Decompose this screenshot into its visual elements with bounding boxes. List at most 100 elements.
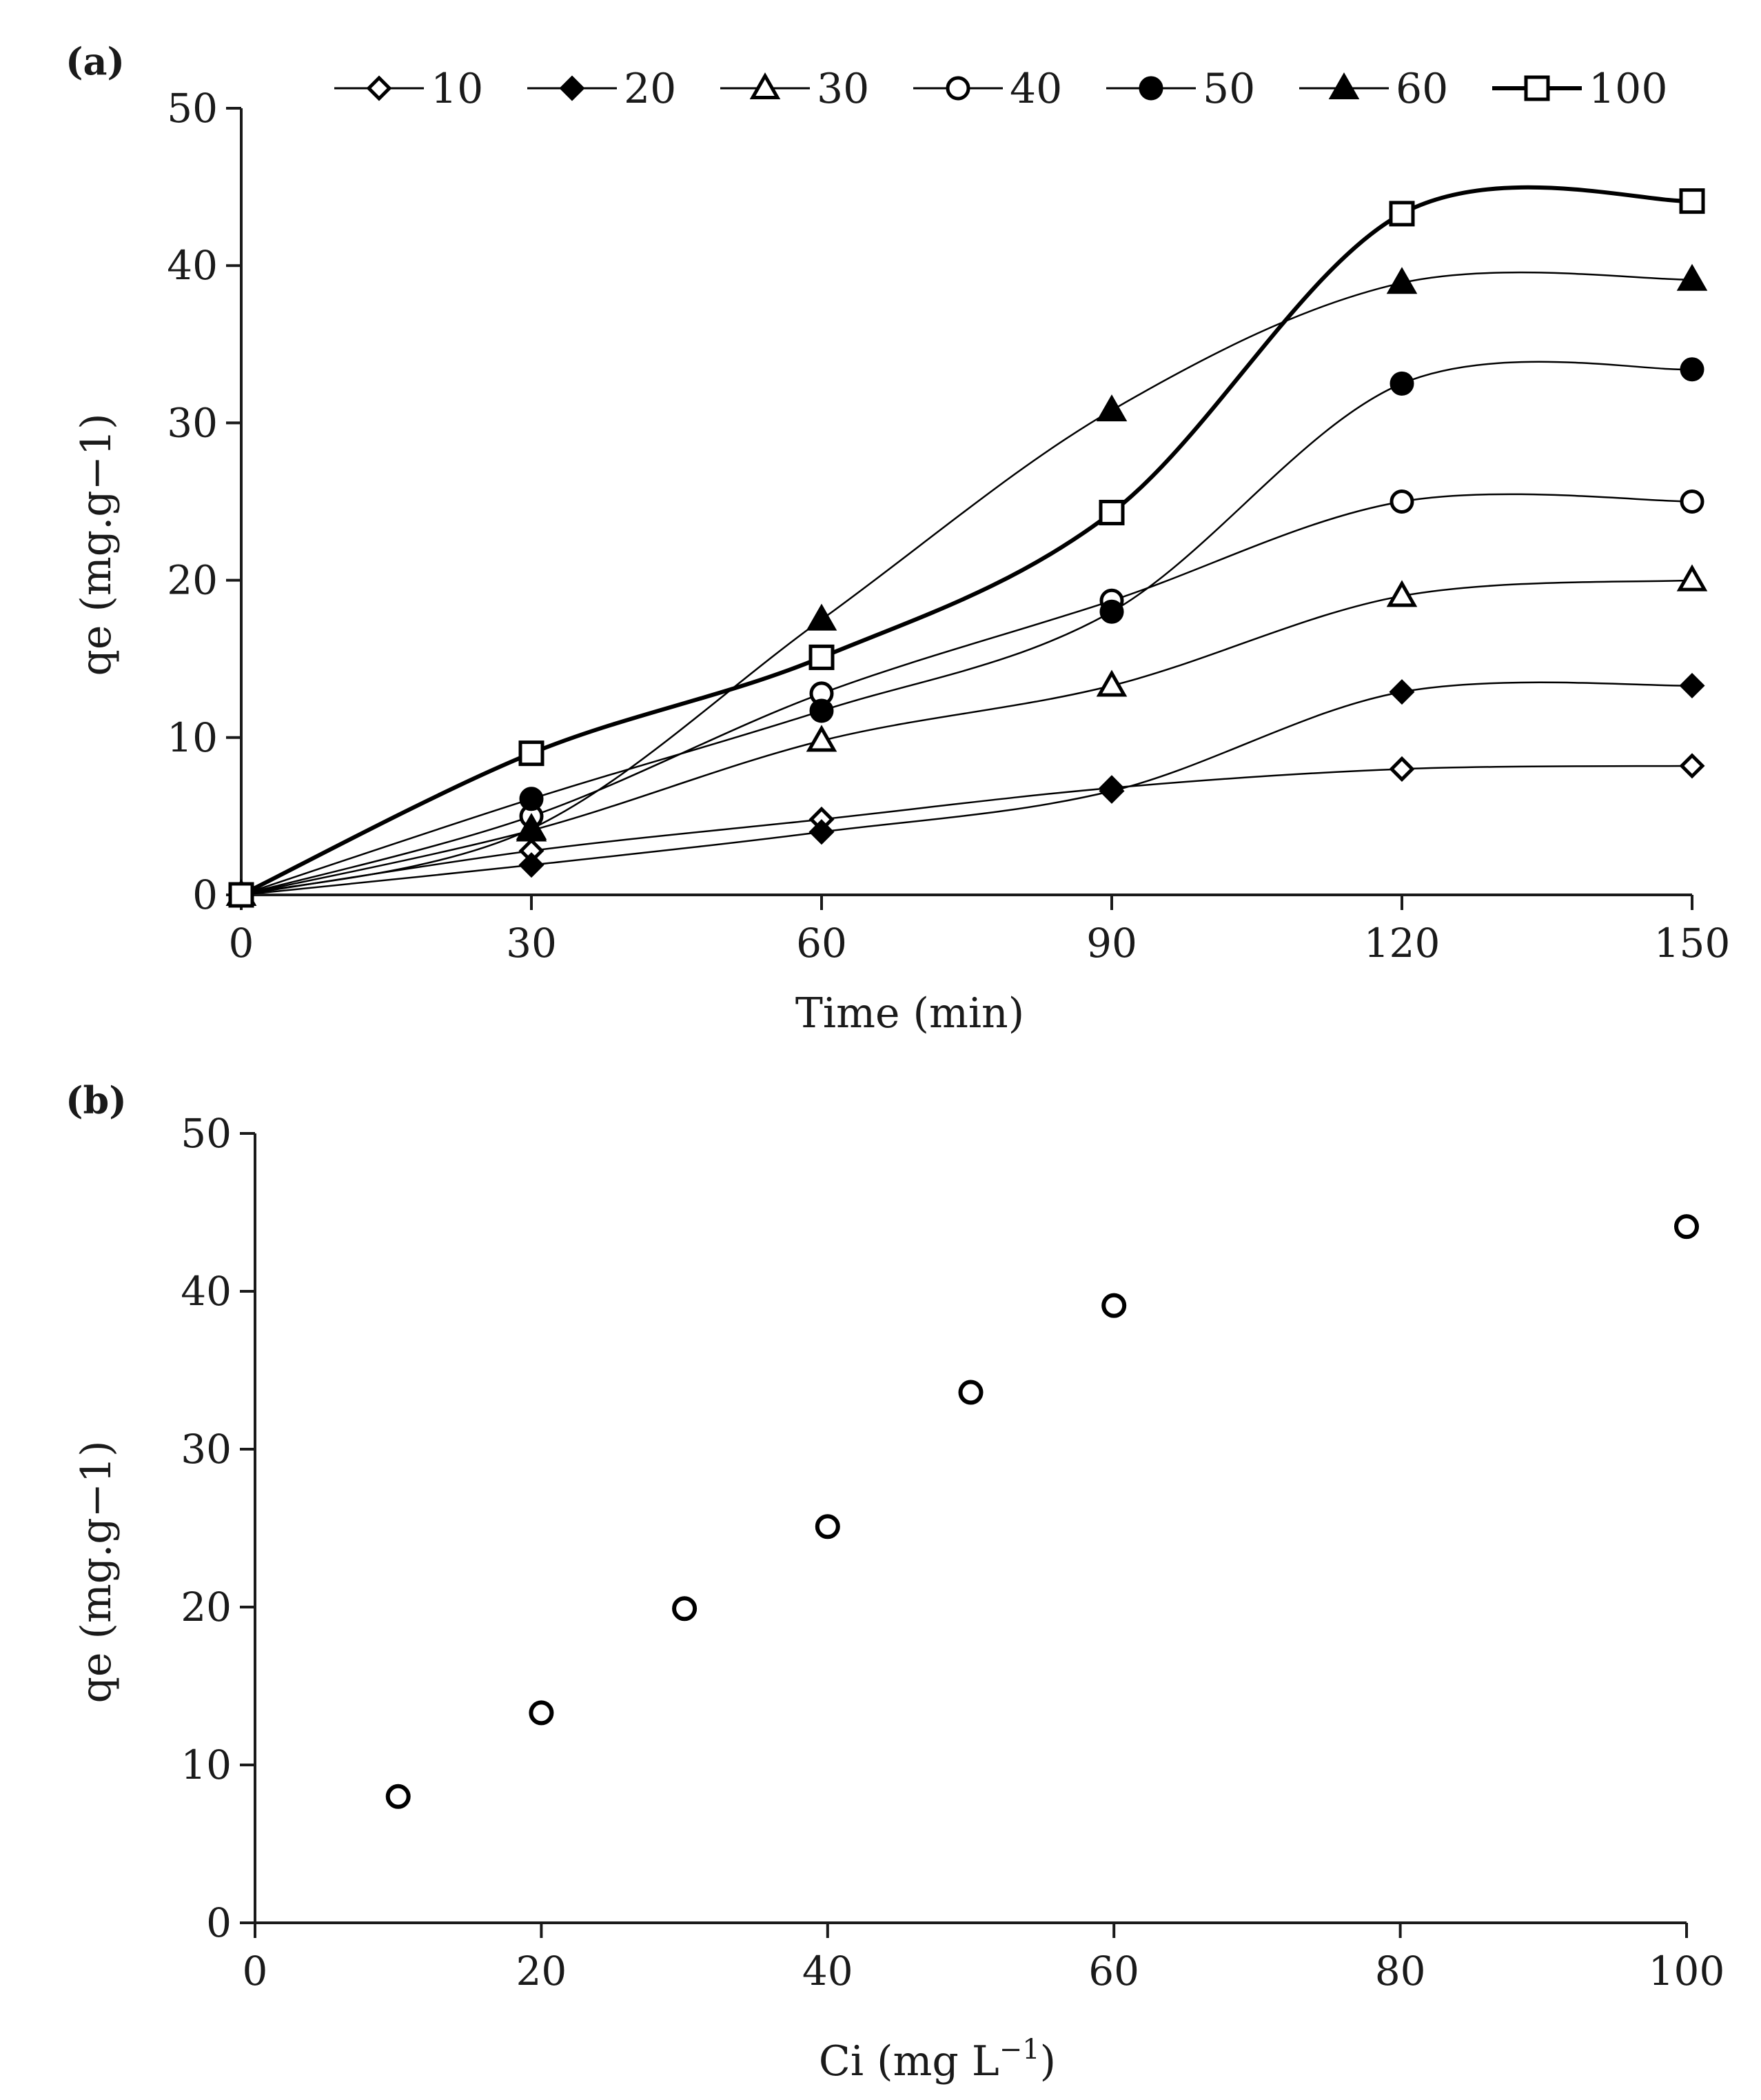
series-line-100 — [240, 185, 1693, 897]
x-tick-label: 20 — [516, 1948, 567, 1995]
y-tick-label: 10 — [167, 714, 218, 761]
y-tick-label: 40 — [167, 242, 218, 289]
legend-label: 50 — [1203, 65, 1255, 113]
data-point — [518, 740, 544, 767]
data-point — [1389, 201, 1415, 227]
y-tick-label: 50 — [167, 85, 218, 132]
x-tick-label: 0 — [243, 1948, 268, 1995]
series-line-60 — [241, 271, 1693, 896]
data-point — [1096, 669, 1128, 697]
data-point — [518, 852, 544, 878]
y-tick-label: 50 — [181, 1110, 232, 1157]
data-point — [806, 725, 837, 752]
axes: 0 10 20 30 40 50 0 20 40 60 80 100 — [181, 1110, 1724, 1995]
x-tick-label: 100 — [1649, 1948, 1725, 1995]
data-point — [1676, 263, 1708, 291]
y-tick-label: 40 — [181, 1268, 232, 1315]
series-100 — [228, 185, 1705, 908]
y-tick-label: 30 — [181, 1426, 232, 1473]
legend-marker — [1524, 75, 1550, 101]
y-axis-label: qe (mg.g−1) — [72, 413, 121, 676]
points-group — [385, 1214, 1699, 1809]
x-axis-label: Time (min) — [795, 989, 1024, 1038]
data-point — [385, 1784, 411, 1809]
legend-label: 30 — [817, 65, 869, 113]
series-line-10 — [241, 765, 1693, 896]
data-point — [1680, 489, 1704, 514]
data-point — [1386, 580, 1418, 607]
x-tick-label: 120 — [1364, 920, 1441, 967]
legend-item-30: 30 — [720, 65, 869, 113]
legend-item-60: 60 — [1299, 65, 1448, 113]
data-point — [1679, 188, 1705, 214]
legend-label: 60 — [1396, 65, 1448, 113]
y-tick-label: 20 — [167, 557, 218, 604]
series-30 — [225, 564, 1708, 906]
data-point — [1099, 499, 1125, 525]
x-axis-label: Ci (mg L−1) — [819, 2034, 1056, 2086]
data-point — [1389, 756, 1415, 782]
legend-marker — [366, 75, 392, 101]
data-point — [806, 603, 837, 631]
x-axis-label-superscript: −1 — [999, 2034, 1040, 2066]
data-point — [809, 698, 834, 723]
data-point — [958, 1380, 984, 1405]
legend-label: 100 — [1589, 65, 1668, 113]
data-point — [1099, 778, 1125, 804]
series-10 — [228, 753, 1705, 908]
data-point — [1679, 672, 1705, 699]
data-point — [1096, 394, 1128, 422]
x-tick-label: 150 — [1654, 920, 1731, 967]
series-line-20 — [241, 681, 1693, 896]
data-point — [1390, 371, 1414, 396]
series-line-30 — [241, 579, 1693, 896]
legend-item-20: 20 — [527, 65, 676, 113]
legend-marker — [1328, 72, 1360, 99]
y-tick-label: 30 — [167, 399, 218, 446]
data-point — [1101, 1293, 1127, 1318]
y-axis-label: qe (mg.g−1) — [72, 1440, 121, 1703]
panel-a-label: (a) — [65, 39, 125, 83]
y-tick-label: 0 — [206, 1899, 232, 1946]
y-tick-label: 0 — [192, 871, 218, 918]
legend-item-50: 50 — [1106, 65, 1255, 113]
x-tick-label: 40 — [802, 1948, 853, 1995]
data-point — [672, 1596, 698, 1622]
x-tick-label: 30 — [506, 920, 557, 967]
legend-marker — [1139, 76, 1163, 101]
series-group — [225, 185, 1708, 908]
data-point — [1390, 489, 1414, 514]
series-line-50 — [241, 361, 1693, 896]
x-tick-label: 90 — [1086, 920, 1137, 967]
data-point — [815, 1514, 840, 1539]
panel-b-label: (b) — [65, 1078, 127, 1122]
data-point — [808, 644, 835, 670]
data-point — [1386, 267, 1418, 294]
y-tick-label: 20 — [181, 1584, 232, 1630]
data-point — [228, 882, 254, 908]
legend-label: 10 — [431, 65, 483, 113]
series-line-40 — [241, 493, 1693, 896]
y-tick-label: 10 — [181, 1741, 232, 1788]
data-point — [516, 813, 547, 840]
legend-item-100: 100 — [1492, 65, 1668, 113]
data-point — [519, 787, 544, 811]
data-point — [529, 1700, 554, 1726]
series-50 — [229, 357, 1704, 907]
data-point — [1680, 357, 1704, 382]
data-point — [1679, 753, 1705, 779]
legend-marker — [749, 72, 781, 99]
legend-marker — [559, 75, 585, 101]
series-20 — [228, 672, 1705, 908]
legend-label: 40 — [1010, 65, 1062, 113]
data-point — [1389, 679, 1415, 705]
legend-item-40: 40 — [913, 65, 1062, 113]
x-tick-label: 60 — [1088, 1948, 1139, 1995]
x-axis-label-main: Ci (mg L — [819, 2037, 999, 2086]
series-40 — [229, 489, 1704, 907]
data-point — [1674, 1214, 1699, 1240]
x-axis-label-close: ) — [1040, 2037, 1056, 2086]
legend-item-10: 10 — [334, 65, 483, 113]
